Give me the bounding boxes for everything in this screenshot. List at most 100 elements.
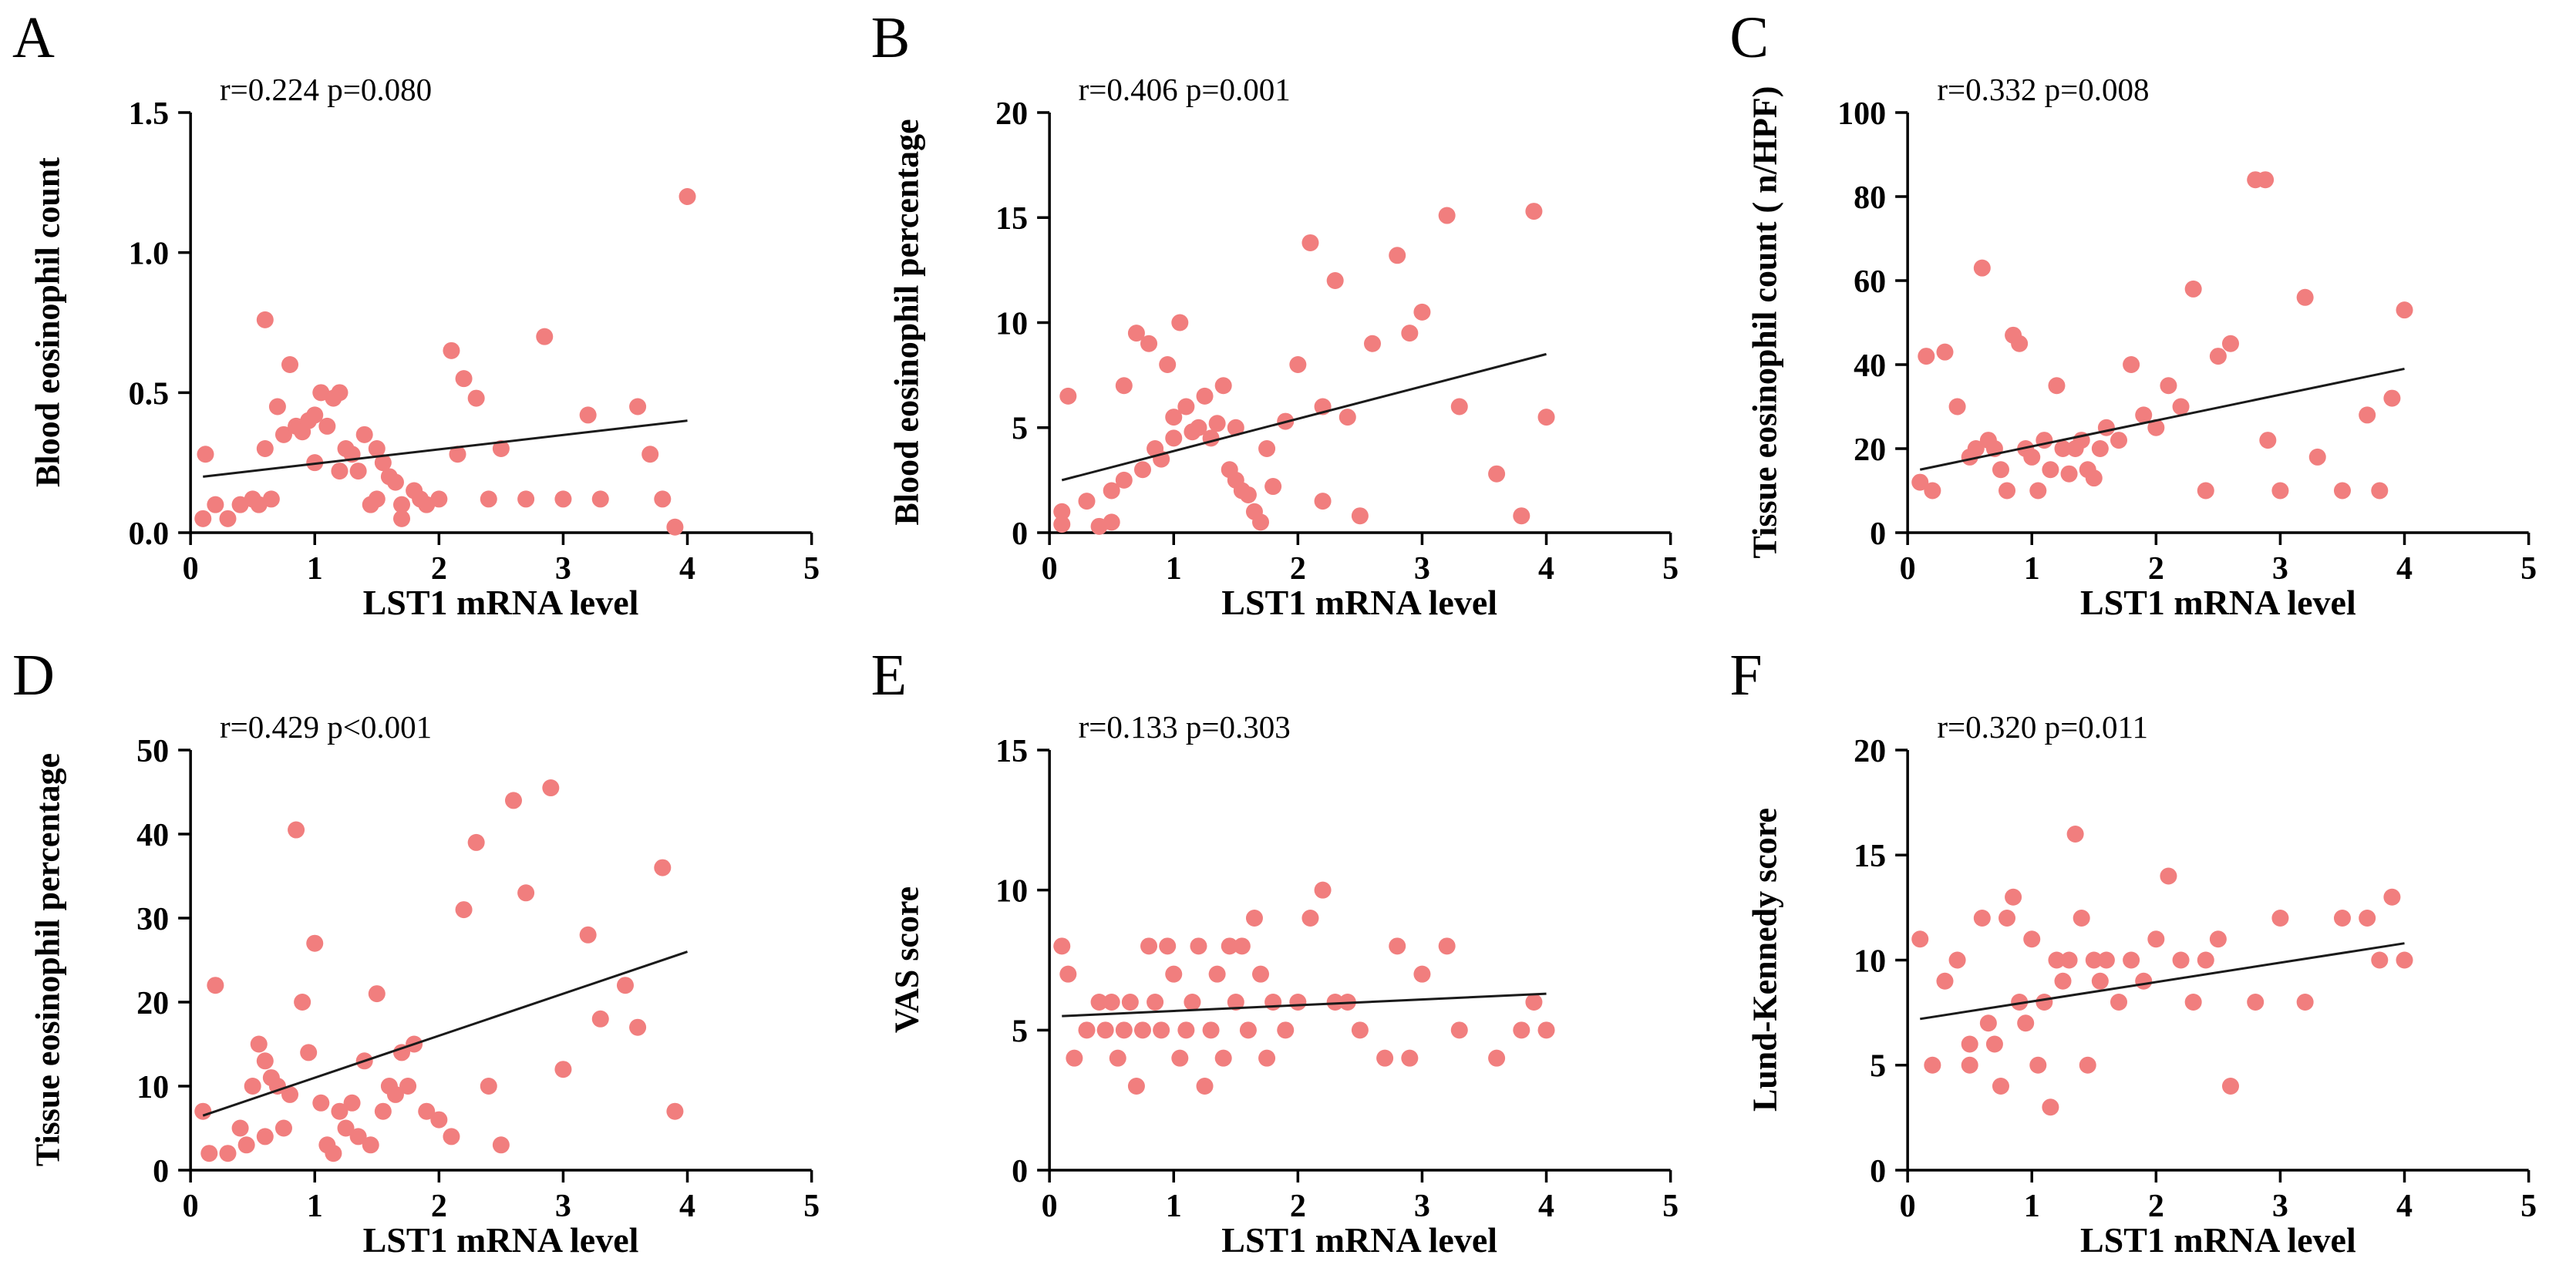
data-point — [1133, 461, 1151, 479]
data-point — [2396, 951, 2413, 969]
data-point — [542, 779, 560, 797]
data-point — [2029, 482, 2047, 500]
data-point — [2172, 398, 2190, 415]
data-point — [1227, 994, 1244, 1011]
data-point — [1986, 1035, 2004, 1053]
y-tick-label: 20 — [1854, 734, 1886, 769]
y-tick-label: 10 — [995, 874, 1028, 910]
data-point — [1936, 972, 1954, 990]
y-tick-label: 100 — [1837, 96, 1886, 132]
data-point — [2011, 335, 2029, 352]
data-point — [1999, 482, 2016, 500]
data-point — [2257, 171, 2275, 189]
data-point — [1196, 1078, 1214, 1095]
x-tick-label: 3 — [1414, 1189, 1430, 1224]
y-tick-label: 15 — [995, 201, 1028, 237]
data-point — [517, 884, 535, 902]
data-point — [1103, 513, 1120, 531]
data-point — [343, 1094, 361, 1112]
data-point — [2359, 406, 2376, 424]
x-tick-label: 0 — [1900, 551, 1916, 587]
data-point — [2160, 377, 2177, 395]
data-point — [629, 398, 647, 415]
panel-e-letter: E — [870, 643, 907, 708]
data-point — [374, 1102, 392, 1120]
data-point — [1264, 478, 1281, 496]
x-tick-label: 4 — [679, 551, 695, 587]
x-tick-label: 0 — [1900, 1189, 1916, 1224]
data-point — [455, 370, 473, 388]
x-tick-label: 0 — [1041, 1189, 1057, 1224]
data-point — [294, 994, 311, 1011]
data-point — [1288, 994, 1307, 1011]
data-point — [2011, 994, 2029, 1011]
y-tick-label: 0 — [1012, 516, 1028, 552]
data-point — [1450, 1021, 1468, 1039]
data-point — [492, 1136, 510, 1154]
data-point — [1537, 409, 1555, 426]
data-point — [355, 426, 373, 443]
x-tick-label: 5 — [1662, 1189, 1679, 1224]
data-point — [1052, 937, 1070, 955]
data-point — [430, 1111, 448, 1129]
data-point — [1326, 994, 1344, 1011]
data-point — [256, 311, 274, 328]
data-point — [1525, 203, 1543, 220]
data-point — [1264, 994, 1281, 1011]
data-point — [1221, 937, 1238, 955]
data-point — [455, 901, 473, 919]
data-point — [2023, 448, 2041, 466]
data-point — [1438, 207, 1456, 224]
x-tick-label: 4 — [1538, 1189, 1554, 1224]
data-point — [430, 490, 448, 508]
data-point — [288, 821, 305, 839]
data-point — [1251, 965, 1269, 983]
data-point — [504, 792, 522, 809]
data-point — [1251, 513, 1269, 531]
x-tick-label: 1 — [2024, 551, 2040, 587]
data-point — [200, 1145, 218, 1162]
data-point — [1400, 1049, 1418, 1067]
x-tick-label: 2 — [431, 1189, 447, 1224]
data-point — [554, 1061, 572, 1078]
data-point — [641, 446, 659, 463]
data-point — [2023, 930, 2041, 948]
data-point — [2054, 972, 2072, 990]
data-point — [274, 426, 292, 443]
data-point — [1109, 1049, 1126, 1067]
data-point — [368, 985, 386, 1003]
panel-a-letter: A — [12, 5, 55, 70]
data-point — [1936, 343, 1954, 361]
x-tick-label: 1 — [1165, 1189, 1181, 1224]
x-tick-label: 2 — [1289, 1189, 1305, 1224]
data-point — [2359, 910, 2376, 927]
x-tick-label: 0 — [183, 551, 199, 587]
y-tick-label: 15 — [1854, 839, 1886, 874]
data-point — [237, 1136, 255, 1154]
trend-line — [1920, 367, 2406, 471]
x-tick-label: 2 — [2148, 1189, 2164, 1224]
y-tick-label: 10 — [1854, 944, 1886, 980]
data-point — [2309, 448, 2327, 466]
y-tick-label: 50 — [136, 734, 169, 769]
data-point — [2296, 994, 2314, 1011]
data-point — [1968, 440, 1985, 457]
data-point — [2197, 951, 2215, 969]
x-tick-label: 3 — [2272, 551, 2288, 587]
data-point — [1059, 387, 1076, 405]
data-point — [1052, 503, 1070, 520]
y-tick-label: 10 — [136, 1070, 169, 1105]
y-tick-label: 0 — [1870, 1154, 1886, 1189]
data-point — [1115, 377, 1133, 395]
data-point — [274, 1119, 292, 1137]
data-point — [1164, 429, 1182, 447]
data-point — [362, 1136, 379, 1154]
data-point — [480, 490, 497, 508]
data-point — [467, 833, 485, 851]
data-point — [1339, 409, 1356, 426]
data-point — [1239, 1021, 1257, 1039]
x-tick-label: 4 — [1538, 551, 1554, 587]
data-point — [2210, 348, 2227, 365]
data-point — [231, 1119, 249, 1137]
